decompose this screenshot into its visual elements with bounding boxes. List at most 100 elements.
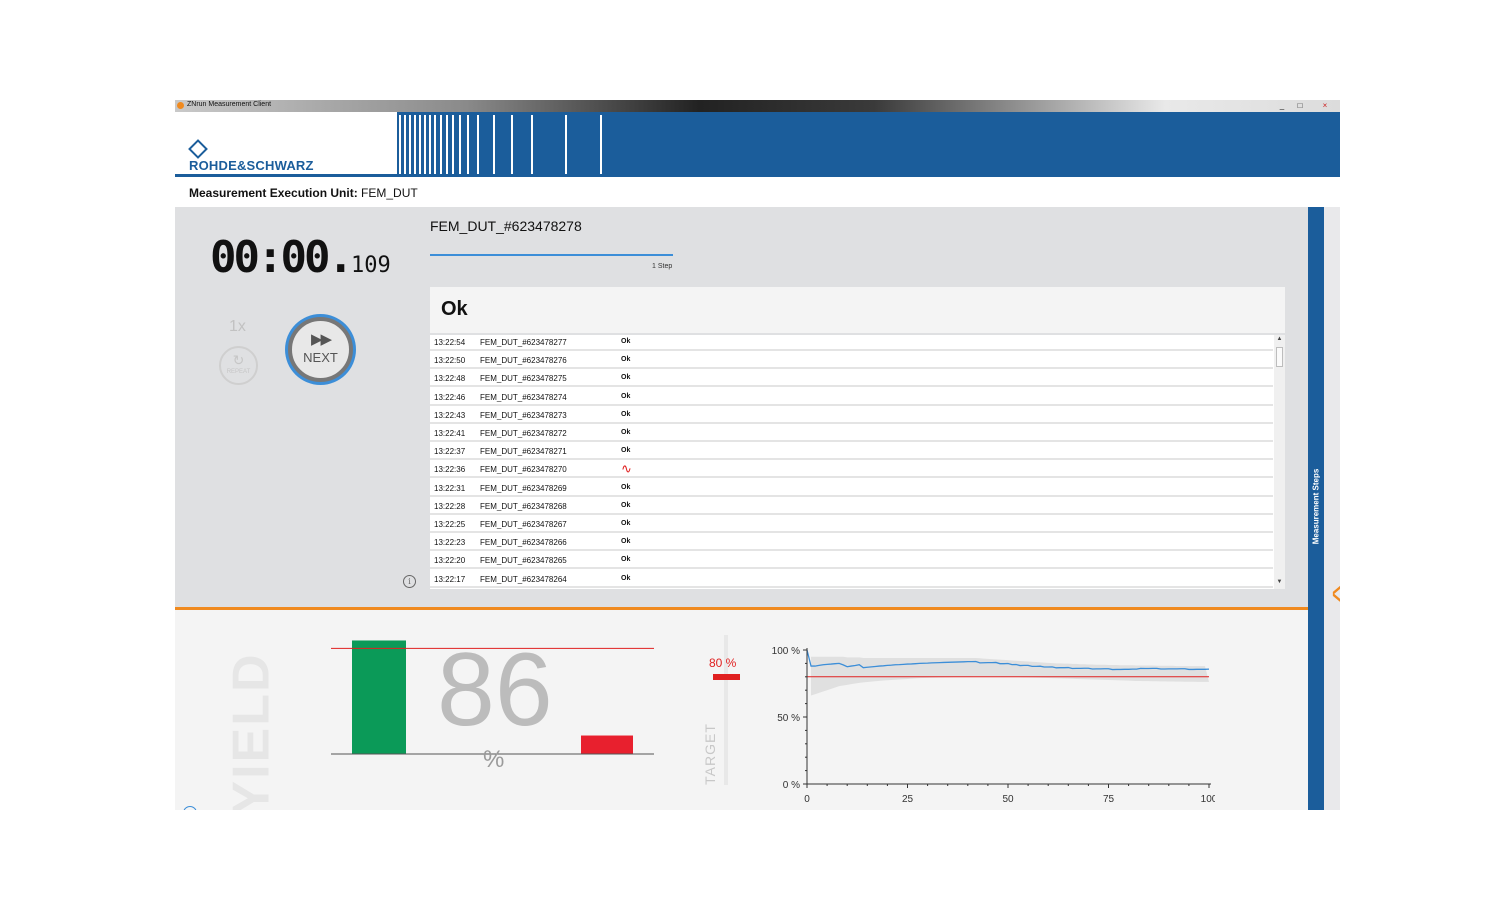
bar-fail [581,735,633,754]
history-row[interactable]: 13:22:48 FEM_DUT_#623478275 Ok [430,371,1273,388]
history-row[interactable]: 13:22:50 FEM_DUT_#623478276 Ok [430,353,1273,370]
history-row[interactable]: 13:22:43 FEM_DUT_#623478273 Ok [430,407,1273,424]
row-dut: FEM_DUT_#623478272 [480,429,567,438]
app-header: ROHDE&SCHWARZ [175,112,1340,177]
x-tick-label: 100 [1201,794,1215,805]
yield-label: YIELD [222,652,281,810]
current-result: Ok [430,287,1285,333]
row-dut: FEM_DUT_#623478277 [480,338,567,347]
row-dut: FEM_DUT_#623478270 [480,465,567,475]
target-label: TARGET [701,723,718,785]
step-progress-bar [430,254,673,256]
bar-pass [352,640,406,754]
window-title: ZNrun Measurement Client [187,101,272,108]
y-tick-label: 100 % [772,646,800,657]
row-status: Ok [621,483,631,491]
info-icon[interactable]: i [403,575,416,588]
logo-diamond-icon [188,139,208,159]
scroll-thumb[interactable] [1276,347,1283,367]
fast-forward-icon: ▶▶ [310,331,332,348]
row-time: 13:22:54 [434,338,466,347]
maximize-button[interactable]: □ [1297,101,1303,110]
yield-value: 86 [437,632,553,748]
yield-panel: YIELD 86 % 80 % TARGET 0 25 50 75 100 0 % 50 %… [175,610,1308,810]
history-row[interactable]: 13:22:54 FEM_DUT_#623478277 Ok [430,335,1273,351]
history-row[interactable]: 13:22:20 FEM_DUT_#623478265 Ok [430,553,1273,570]
history-scrollbar[interactable]: ▲ ▼ [1274,335,1285,589]
row-status: Ok [621,556,631,564]
measurement-steps-panel[interactable]: Measurement Steps < [1308,207,1340,810]
row-status: Ok [621,520,631,527]
row-status: Ok [621,501,631,509]
row-time: 13:22:41 [434,429,466,438]
row-status: Ok [621,392,631,400]
row-status: Ok [621,538,631,546]
row-status: Ok [621,429,631,436]
measurement-steps-label: Measurement Steps [1311,468,1321,545]
history-row[interactable]: 13:22:28 FEM_DUT_#623478268 Ok [430,498,1273,515]
row-dut: FEM_DUT_#623478274 [480,392,567,402]
x-tick-label: 50 [1002,794,1014,805]
result-text: Ok [441,298,468,320]
expand-chevron-icon[interactable]: < [1332,574,1340,614]
history-row[interactable]: 13:22:37 FEM_DUT_#623478271 Ok [430,444,1273,461]
close-button[interactable]: × [1322,101,1328,110]
y-tick-label: 0 % [783,780,800,791]
row-dut: FEM_DUT_#623478276 [480,356,567,366]
scroll-up-icon[interactable]: ▲ [1276,336,1283,342]
row-time: 13:22:25 [434,520,466,529]
current-dut-name: FEM_DUT_#623478278 [430,218,582,234]
history-list[interactable]: 13:22:54 FEM_DUT_#623478277 Ok 13:22:50 FEM_… [430,335,1285,589]
row-time: 13:22:50 [434,356,466,366]
history-row[interactable]: 13:22:31 FEM_DUT_#623478269 Ok [430,480,1273,497]
history-row[interactable]: 13:22:23 FEM_DUT_#623478266 Ok [430,535,1273,552]
minimize-button[interactable]: _ [1279,101,1285,110]
row-dut: FEM_DUT_#623478273 [480,410,567,420]
next-button[interactable]: ▶▶ NEXT [285,314,356,385]
scroll-down-icon[interactable]: ▼ [1276,579,1283,585]
row-dut: FEM_DUT_#623478271 [480,447,567,457]
row-time: 13:22:28 [434,501,466,511]
status-circle-icon [183,806,197,810]
measurement-panel: 00:00.109 1x ↻ REPEAT ▶▶ NEXT FEM_DUT_#6… [175,207,1308,607]
measurement-client-window: ZNrun Measurement Client _ □ × ROHDE&SCH… [175,100,1340,810]
row-dut: FEM_DUT_#623478267 [480,520,567,529]
history-row[interactable]: 13:22:41 FEM_DUT_#623478272 Ok [430,426,1273,442]
row-time: 13:22:46 [434,392,466,402]
row-time: 13:22:43 [434,410,466,420]
row-time: 13:22:23 [434,538,466,548]
row-dut: FEM_DUT_#623478269 [480,483,567,493]
repeat-icon: ↻ [232,352,245,368]
history-row[interactable]: 13:22:17 FEM_DUT_#623478264 Ok [430,571,1273,588]
x-tick-label: 0 [804,794,810,805]
execution-unit-value: FEM_DUT [361,186,418,200]
row-time: 13:22:37 [434,447,466,457]
history-row[interactable]: 13:22:25 FEM_DUT_#623478267 Ok [430,517,1273,533]
row-time: 13:22:31 [434,483,466,493]
row-fail-icon: ∿ [621,461,632,477]
row-dut: FEM_DUT_#623478275 [480,374,567,384]
row-status: Ok [621,410,631,418]
yield-bar-chart [331,640,654,755]
elapsed-timer: 00:00.109 [210,232,391,283]
execution-unit: Measurement Execution Unit: FEM_DUT [189,186,418,200]
row-time: 13:22:48 [434,374,466,384]
row-status: Ok [621,338,631,345]
row-dut: FEM_DUT_#623478268 [480,501,567,511]
target-slider-handle[interactable] [713,674,740,680]
header-stripes [397,115,627,174]
x-tick-label: 25 [902,794,914,805]
target-slider-track[interactable] [724,635,728,785]
row-dut: FEM_DUT_#623478264 [480,574,567,584]
row-time: 13:22:20 [434,556,466,566]
repeat-button[interactable]: ↻ REPEAT [219,346,258,385]
history-row[interactable]: 13:22:36 FEM_DUT_#623478270 ∿ [430,461,1273,479]
confidence-band [811,656,1209,696]
row-status: Ok [621,574,631,582]
history-row[interactable]: 13:22:46 FEM_DUT_#623478274 Ok [430,389,1273,406]
x-tick-label: 75 [1103,794,1115,805]
y-tick-label: 50 % [777,713,800,724]
yield-trend-line [806,649,1210,671]
execution-unit-label: Measurement Execution Unit: [189,186,358,200]
repeat-count: 1x [229,318,246,335]
